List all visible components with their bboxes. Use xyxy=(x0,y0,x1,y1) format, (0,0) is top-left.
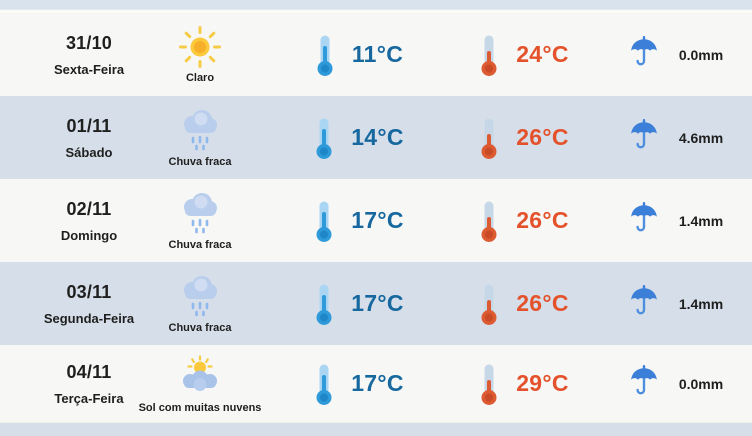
precipitation-cell: 4.6mm xyxy=(600,119,752,156)
next-row-edge xyxy=(0,422,752,436)
condition-label: Sol com muitas nuvens xyxy=(138,402,262,414)
precipitation-value: 1.4mm xyxy=(678,295,724,312)
forecast-row: 31/10 Sexta-Feira Claro xyxy=(0,13,752,96)
thermometer-cold-icon xyxy=(311,282,337,326)
sun-behind-clouds-icon xyxy=(177,353,223,399)
umbrella-icon xyxy=(629,119,659,156)
weekday-label: Segunda-Feira xyxy=(43,310,135,326)
max-temp-cell: 26°C xyxy=(445,116,600,160)
condition-cell: Chuva fraca xyxy=(150,273,270,334)
date-label: 02/11 xyxy=(66,198,112,219)
thermometer-hot-icon xyxy=(476,282,502,326)
min-temp-cell: 14°C xyxy=(270,116,445,160)
forecast-row: 02/11 Domingo xyxy=(0,179,752,262)
umbrella-icon xyxy=(629,365,659,402)
thermometer-hot-icon xyxy=(476,199,502,243)
min-temp-cell: 17°C xyxy=(270,199,445,243)
thermometer-cold-icon xyxy=(311,362,337,406)
condition-cell: Chuva fraca xyxy=(150,190,270,251)
min-temp-value: 14°C xyxy=(351,124,404,150)
weekday-label: Terça-Feira xyxy=(54,390,124,406)
weekday-label: Sábado xyxy=(65,144,113,160)
precipitation-value: 0.0mm xyxy=(678,46,724,63)
umbrella-icon xyxy=(629,202,659,239)
thermometer-cold-icon xyxy=(311,116,337,160)
thermometer-cold-icon xyxy=(311,199,337,243)
date-cell: 04/11 Terça-Feira xyxy=(0,362,150,406)
thermometer-hot-icon xyxy=(476,362,502,406)
min-temp-value: 11°C xyxy=(351,41,404,67)
date-label: 01/11 xyxy=(66,115,112,136)
condition-cell: Sol com muitas nuvens xyxy=(139,353,270,414)
weekday-label: Domingo xyxy=(60,227,118,243)
forecast-row: 01/11 Sábado xyxy=(0,96,752,179)
precipitation-value: 1.4mm xyxy=(678,212,724,229)
min-temp-cell: 17°C xyxy=(270,362,445,406)
min-temp-value: 17°C xyxy=(351,290,404,316)
date-cell: 31/10 Sexta-Feira xyxy=(0,33,150,77)
date-label: 04/11 xyxy=(66,361,112,382)
precipitation-cell: 0.0mm xyxy=(600,365,752,402)
max-temp-cell: 26°C xyxy=(445,199,600,243)
sun-icon xyxy=(178,25,222,69)
rain-cloud-icon xyxy=(177,273,223,319)
precipitation-cell: 1.4mm xyxy=(600,202,752,239)
max-temp-value: 26°C xyxy=(516,124,569,150)
umbrella-icon xyxy=(629,285,659,322)
condition-label: Claro xyxy=(185,72,215,84)
min-temp-value: 17°C xyxy=(351,207,404,233)
precipitation-value: 0.0mm xyxy=(678,375,724,392)
precipitation-cell: 1.4mm xyxy=(600,285,752,322)
max-temp-cell: 29°C xyxy=(445,362,600,406)
max-temp-value: 24°C xyxy=(516,41,569,67)
max-temp-value: 26°C xyxy=(516,207,569,233)
date-label: 03/11 xyxy=(66,281,112,302)
condition-label: Chuva fraca xyxy=(168,322,232,334)
condition-label: Chuva fraca xyxy=(168,239,232,251)
rain-cloud-icon xyxy=(177,107,223,153)
date-cell: 03/11 Segunda-Feira xyxy=(0,282,150,326)
condition-label: Chuva fraca xyxy=(168,156,232,168)
forecast-row: 03/11 Segunda-Feira xyxy=(0,262,752,345)
weekday-label: Sexta-Feira xyxy=(53,61,125,77)
forecast-row: 04/11 Terça-Feira xyxy=(0,345,752,422)
max-temp-cell: 26°C xyxy=(445,282,600,326)
precipitation-cell: 0.0mm xyxy=(600,36,752,73)
min-temp-cell: 11°C xyxy=(270,33,445,77)
date-cell: 02/11 Domingo xyxy=(0,199,150,243)
row-divider xyxy=(0,10,752,13)
thermometer-hot-icon xyxy=(476,116,502,160)
max-temp-cell: 24°C xyxy=(445,33,600,77)
forecast-rows: 31/10 Sexta-Feira Claro xyxy=(0,13,752,422)
condition-cell: Chuva fraca xyxy=(150,107,270,168)
thermometer-hot-icon xyxy=(476,33,502,77)
umbrella-icon xyxy=(629,36,659,73)
condition-cell: Claro xyxy=(150,25,270,84)
precipitation-value: 4.6mm xyxy=(678,129,724,146)
date-label: 31/10 xyxy=(65,32,113,53)
max-temp-value: 26°C xyxy=(516,290,569,316)
previous-row-edge xyxy=(0,0,752,10)
thermometer-cold-icon xyxy=(312,33,338,77)
min-temp-value: 17°C xyxy=(351,370,404,396)
max-temp-value: 29°C xyxy=(516,370,569,396)
min-temp-cell: 17°C xyxy=(270,282,445,326)
rain-cloud-icon xyxy=(177,190,223,236)
date-cell: 01/11 Sábado xyxy=(0,116,150,160)
